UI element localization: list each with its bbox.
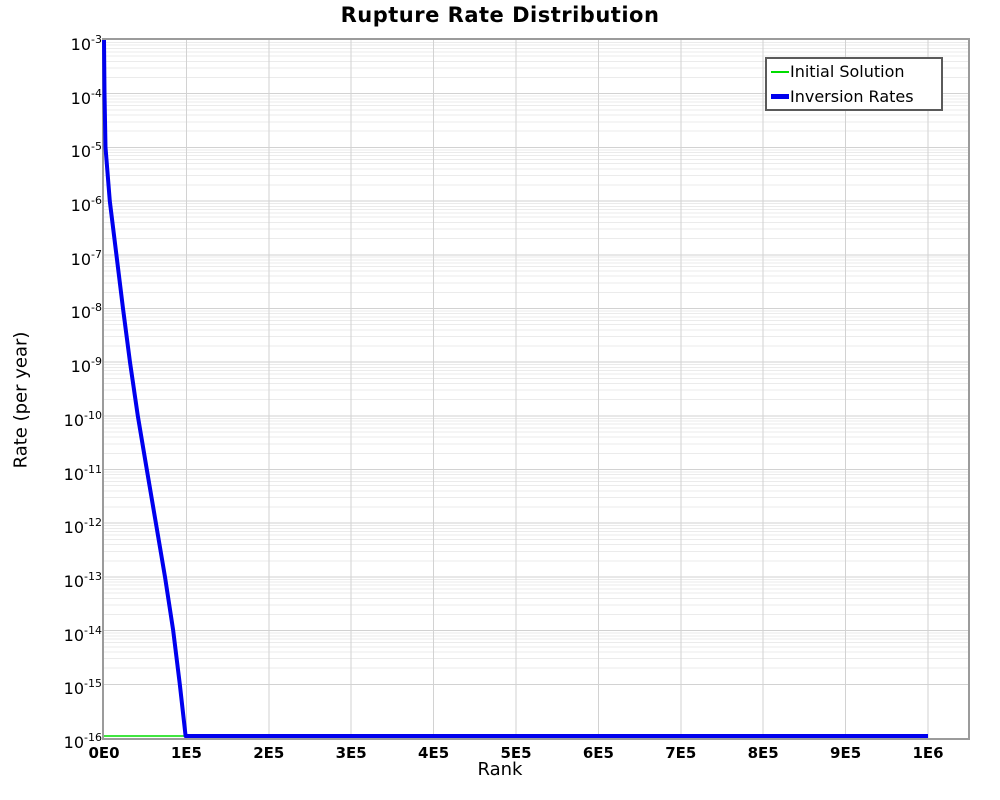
y-tick-label: 10-5 (70, 140, 102, 162)
y-tick-label: 10-11 (63, 462, 102, 484)
y-tick-label: 10-3 (70, 33, 102, 54)
legend-item-inversion-rates: Inversion Rates (771, 84, 941, 109)
chart-title: Rupture Rate Distribution (340, 3, 660, 27)
y-tick-label: 10-15 (63, 677, 102, 699)
x-tick-label: 4E5 (418, 744, 450, 762)
plot-canvas (102, 39, 968, 738)
legend-label-inversion-rates: Inversion Rates (790, 87, 914, 106)
y-tick-label: 10-12 (63, 516, 102, 538)
plot-area (102, 38, 970, 740)
x-tick-label: 6E5 (582, 744, 614, 762)
legend-label-initial-solution: Initial Solution (790, 62, 905, 81)
legend-line-swatch-inversion-rates (771, 94, 789, 99)
y-tick-label: 10-4 (70, 86, 102, 108)
y-tick-label: 10-8 (70, 301, 102, 323)
y-tick-label: 10-14 (63, 623, 102, 645)
series-line-inversion-rates (102, 39, 928, 738)
x-tick-label: 1E5 (170, 744, 202, 762)
y-tick-label: 10-6 (70, 194, 102, 216)
y-tick-label: 10-7 (70, 247, 102, 269)
y-tick-label: 10-9 (70, 355, 102, 377)
legend-line-swatch-initial-solution (771, 70, 789, 73)
y-tick-label: 10-13 (63, 569, 102, 591)
x-tick-label: 5E5 (500, 744, 532, 762)
legend-item-initial-solution: Initial Solution (771, 59, 941, 84)
x-tick-label: 2E5 (253, 744, 285, 762)
legend: Initial Solution Inversion Rates (765, 57, 943, 111)
x-tick-label: 7E5 (665, 744, 697, 762)
x-axis-title: Rank (477, 759, 523, 780)
x-tick-label: 1E6 (912, 744, 944, 762)
x-tick-label: 3E5 (335, 744, 367, 762)
y-axis-title: Rate (per year) (10, 331, 32, 469)
x-tick-label: 9E5 (830, 744, 862, 762)
x-tick-label: 8E5 (747, 744, 779, 762)
x-tick-label: 0E0 (88, 744, 120, 762)
y-tick-label: 10-16 (63, 731, 102, 752)
y-tick-label: 10-10 (63, 408, 102, 430)
